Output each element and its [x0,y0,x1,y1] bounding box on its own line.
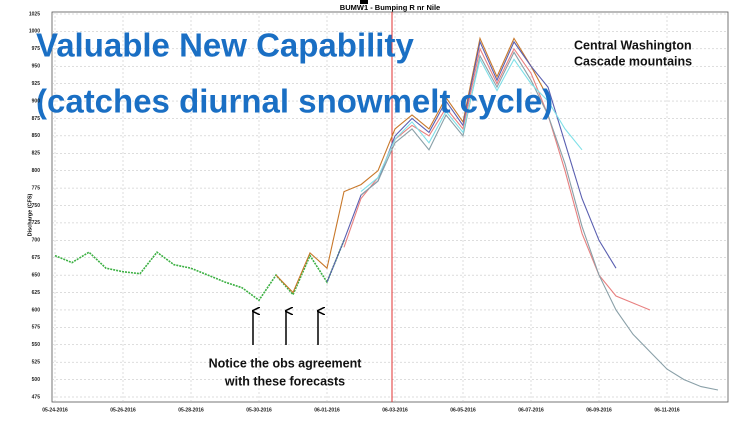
x-tick-label: 05-30-2016 [246,407,272,413]
overlay-title: Valuable New Capability [36,27,414,64]
y-tick-label: 650 [32,272,41,278]
tab-mark [360,0,368,4]
y-tick-label: 700 [32,238,41,244]
y-tick-label: 950 [32,64,41,70]
chart-title: BUMW1 - Bumping R nr Nile [340,3,440,12]
x-tick-label: 06-07-2016 [518,407,544,413]
x-tick-label: 06-11-2016 [654,407,680,413]
y-tick-label: 575 [32,325,41,331]
y-axis-label: Discharge (CFS) [27,193,33,236]
x-tick-label: 05-24-2016 [42,407,68,413]
region-label: Cascade mountains [574,54,692,68]
y-tick-label: 600 [32,307,41,313]
y-tick-label: 1000 [29,29,40,35]
y-tick-label: 525 [32,360,41,366]
y-tick-label: 975 [32,46,41,52]
x-tick-label: 06-01-2016 [314,407,340,413]
y-tick-label: 825 [32,151,41,157]
y-tick-label: 675 [32,255,41,261]
y-tick-label: 875 [32,116,41,122]
x-tick-label: 06-05-2016 [450,407,476,413]
y-tick-label: 800 [32,168,41,174]
series-line [54,239,345,302]
x-tick-label: 05-26-2016 [110,407,136,413]
x-tick-label: 05-28-2016 [178,407,204,413]
region-label: Central Washington [574,38,692,52]
x-tick-label: 06-03-2016 [382,407,408,413]
y-tick-label: 500 [32,377,41,383]
series-line [360,57,583,193]
series-line [275,36,549,294]
y-tick-label: 750 [32,203,41,209]
overlay-subtitle: (catches diurnal snowmelt cycle) [36,83,553,120]
y-tick-label: 550 [32,342,41,348]
y-tick-label: 625 [32,290,41,296]
x-tick-label: 06-09-2016 [586,407,612,413]
y-tick-label: 850 [32,133,41,139]
y-tick-label: 775 [32,185,41,191]
annotation: Notice the obs agreement [209,356,363,370]
y-tick-label: 900 [32,98,41,104]
y-tick-label: 725 [32,220,41,226]
y-tick-label: 475 [32,394,41,400]
series-line [360,51,719,391]
annotation: with these forecasts [224,374,345,388]
y-tick-label: 1025 [29,11,40,17]
y-tick-label: 925 [32,81,41,87]
plot-frame [51,11,729,403]
